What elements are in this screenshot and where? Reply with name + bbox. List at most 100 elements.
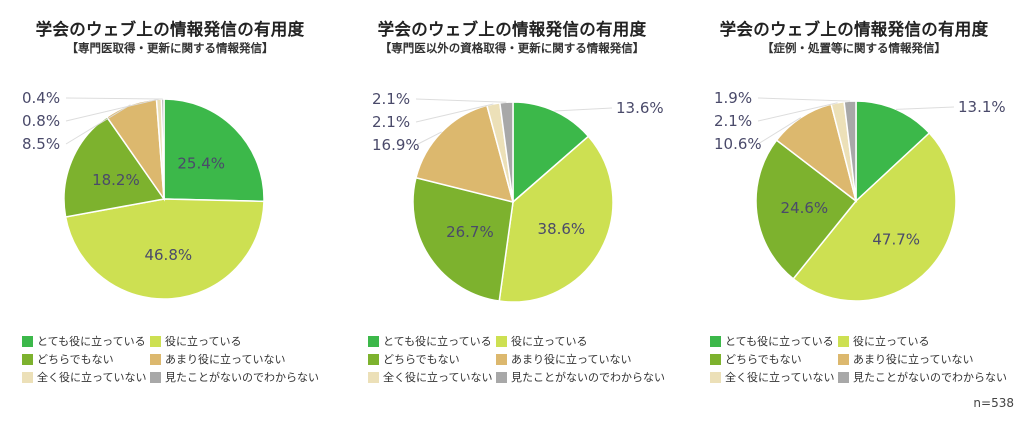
pie-slice-3 — [412, 176, 514, 302]
data-label: 0.8% — [22, 112, 60, 130]
pie-panel-3: 学会のウェブ上の情報発信の有用度 【症例・処置等に関する情報発信】 47.7% 2… — [684, 0, 1024, 425]
legend-swatch — [838, 353, 849, 365]
legend-item: とても役に立っている — [368, 333, 492, 349]
chart-subtitle: 【症例・処置等に関する情報発信】 — [762, 41, 946, 55]
data-label: 10.6% — [714, 135, 762, 153]
leader-line — [757, 117, 802, 145]
legend-swatch — [838, 371, 849, 383]
data-label: 2.1% — [372, 90, 410, 108]
legend-swatch — [150, 353, 161, 365]
chart-title: 学会のウェブ上の情報発信の有用度 — [377, 20, 647, 39]
pie-slice-4 — [415, 104, 515, 204]
leader-line — [415, 103, 494, 123]
data-label: 13.6% — [616, 99, 664, 117]
leader-line — [415, 98, 507, 103]
legend-swatch — [710, 371, 721, 383]
data-label: 1.9% — [714, 89, 752, 107]
legend-label: 役に立っている — [853, 335, 930, 348]
leader-line — [65, 104, 131, 145]
pie-chart: 38.6% 26.7% 13.6% 2.1% 2.1% 16.9% — [372, 90, 664, 303]
legend-label: 役に立っている — [165, 335, 242, 348]
legend-item: どちらでもない — [368, 351, 460, 367]
pie-panel-1: 学会のウェブ上の情報発信の有用度 【専門医取得・更新に関する情報発信】 25.4… — [0, 0, 340, 425]
legend-swatch — [838, 335, 849, 347]
legend-item: 見たことがないのでわからない — [150, 369, 319, 385]
legend-item: 全く役に立っていない — [22, 369, 146, 385]
legend-swatch — [22, 371, 33, 383]
legend-swatch — [496, 335, 507, 347]
legend-swatch — [22, 353, 33, 365]
data-label: 18.2% — [92, 171, 140, 189]
legend-swatch — [22, 335, 33, 347]
data-label: 24.6% — [781, 199, 829, 217]
legend-swatch — [368, 353, 379, 365]
legend-item: どちらでもない — [22, 351, 114, 367]
legend-label: どちらでもない — [383, 353, 460, 366]
data-label: 26.7% — [446, 223, 494, 241]
legend-swatch — [710, 335, 721, 347]
legend-swatch — [368, 335, 379, 347]
legend-label: 見たことがないのでわからない — [853, 371, 1007, 384]
chart-subtitle: 【専門医取得・更新に関する情報発信】 — [66, 41, 274, 55]
legend-item: 全く役に立っていない — [368, 369, 492, 385]
legend-item: 役に立っている — [150, 333, 241, 349]
legend-item: とても役に立っている — [710, 333, 834, 349]
legend-label: あまり役に立っていない — [165, 353, 286, 366]
pie-chart: 47.7% 24.6% 13.1% 1.9% 2.1% 10.6% — [714, 89, 1006, 302]
legend-swatch — [150, 335, 161, 347]
leader-line — [65, 98, 160, 122]
data-label: 47.7% — [872, 231, 920, 249]
data-label: 16.9% — [372, 136, 420, 154]
leader-line — [895, 106, 955, 110]
legend-item: 全く役に立っていない — [710, 369, 834, 385]
chart-title: 学会のウェブ上の情報発信の有用度 — [719, 20, 989, 39]
legend-swatch — [368, 371, 379, 383]
legend-item: とても役に立っている — [22, 333, 146, 349]
data-label: 46.8% — [144, 246, 192, 264]
pie-slice-3 — [63, 115, 166, 218]
pie-slice-2 — [498, 135, 614, 303]
legend-swatch — [710, 353, 721, 365]
legend-item: あまり役に立っていない — [838, 351, 973, 367]
legend-item: 役に立っている — [838, 333, 929, 349]
legend-label: 役に立っている — [511, 335, 588, 348]
pie-panel-2: 学会のウェブ上の情報発信の有用度 【専門医以外の資格取得・更新に関する情報発信】… — [342, 0, 682, 425]
legend-label: 全く役に立っていない — [725, 371, 835, 384]
data-label: 0.4% — [22, 89, 60, 107]
pie-slice-2 — [64, 198, 265, 300]
legend-label: 全く役に立っていない — [37, 371, 147, 384]
data-label: 13.1% — [958, 98, 1006, 116]
leader-line — [415, 131, 442, 146]
pie-slice-1 — [163, 98, 265, 203]
legend-label: 見たことがないのでわからない — [511, 371, 665, 384]
pie-slice-2 — [792, 131, 957, 302]
leader-line — [757, 97, 851, 102]
data-label: 2.1% — [714, 112, 752, 130]
legend-item: 見たことがないのでわからない — [838, 369, 1007, 385]
legend-swatch — [150, 371, 161, 383]
pie-slice-1 — [512, 101, 590, 204]
pie-slice-6 — [499, 101, 514, 203]
legend-label: あまり役に立っていない — [511, 353, 632, 366]
leader-line — [65, 97, 163, 100]
sample-size-note: n=538 — [973, 396, 1014, 410]
chart-subtitle: 【専門医以外の資格取得・更新に関する情報発信】 — [379, 41, 645, 55]
legend-item: あまり役に立っていない — [496, 351, 631, 367]
leader-line — [757, 102, 838, 122]
legend-label: とても役に立っている — [725, 335, 834, 348]
data-label: 8.5% — [22, 135, 60, 153]
data-label: 38.6% — [538, 220, 586, 238]
legend-label: 見たことがないのでわからない — [165, 371, 319, 384]
legend-label: とても役に立っている — [37, 335, 146, 348]
data-label: 25.4% — [177, 155, 225, 173]
legend-label: どちらでもない — [725, 353, 802, 366]
pie-slice-3 — [755, 139, 858, 280]
leader-line — [554, 107, 613, 112]
data-label: 2.1% — [372, 113, 410, 131]
legend-swatch — [496, 371, 507, 383]
legend-swatch — [496, 353, 507, 365]
legend-item: 役に立っている — [496, 333, 587, 349]
legend-item: 見たことがないのでわからない — [496, 369, 665, 385]
chart-title: 学会のウェブ上の情報発信の有用度 — [35, 20, 305, 39]
legend-label: どちらでもない — [37, 353, 114, 366]
